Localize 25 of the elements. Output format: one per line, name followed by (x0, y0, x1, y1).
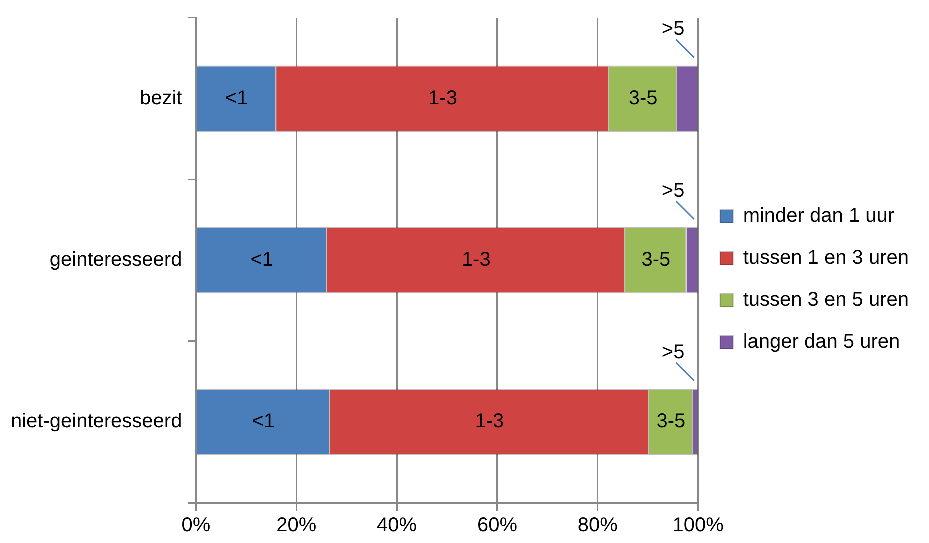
x-tick-label: 40% (377, 514, 418, 537)
data-label: >5 (662, 18, 685, 40)
data-label: <1 (250, 249, 274, 272)
data-label: <1 (225, 87, 248, 110)
x-tick-label: 80% (578, 514, 618, 537)
y-tick-label: geinteresseerd (50, 249, 182, 272)
y-tick-label: bezit (140, 87, 183, 110)
legend-label: tussen 3 en 5 uren (743, 289, 910, 312)
data-label: 3-5 (628, 87, 658, 110)
legend-label: minder dan 1 uur (743, 205, 895, 228)
y-tick-label: niet-geinteresseerd (10, 410, 182, 433)
data-label: 1-3 (428, 87, 458, 110)
data-label: 1-3 (462, 249, 491, 272)
legend-label: langer dan 5 uren (743, 331, 900, 354)
x-tick-label: 20% (276, 514, 317, 537)
data-label: >5 (662, 342, 685, 364)
legend-label: tussen 1 en 3 uren (743, 247, 910, 270)
data-label: 1-3 (475, 410, 504, 433)
x-tick-label: 0% (182, 514, 211, 537)
x-tick-label: 60% (477, 514, 518, 537)
x-tick-label: 100% (672, 514, 724, 537)
data-label: 3-5 (656, 410, 686, 433)
data-label: <1 (252, 410, 276, 433)
data-label: >5 (662, 180, 685, 202)
data-label: 3-5 (642, 249, 671, 272)
